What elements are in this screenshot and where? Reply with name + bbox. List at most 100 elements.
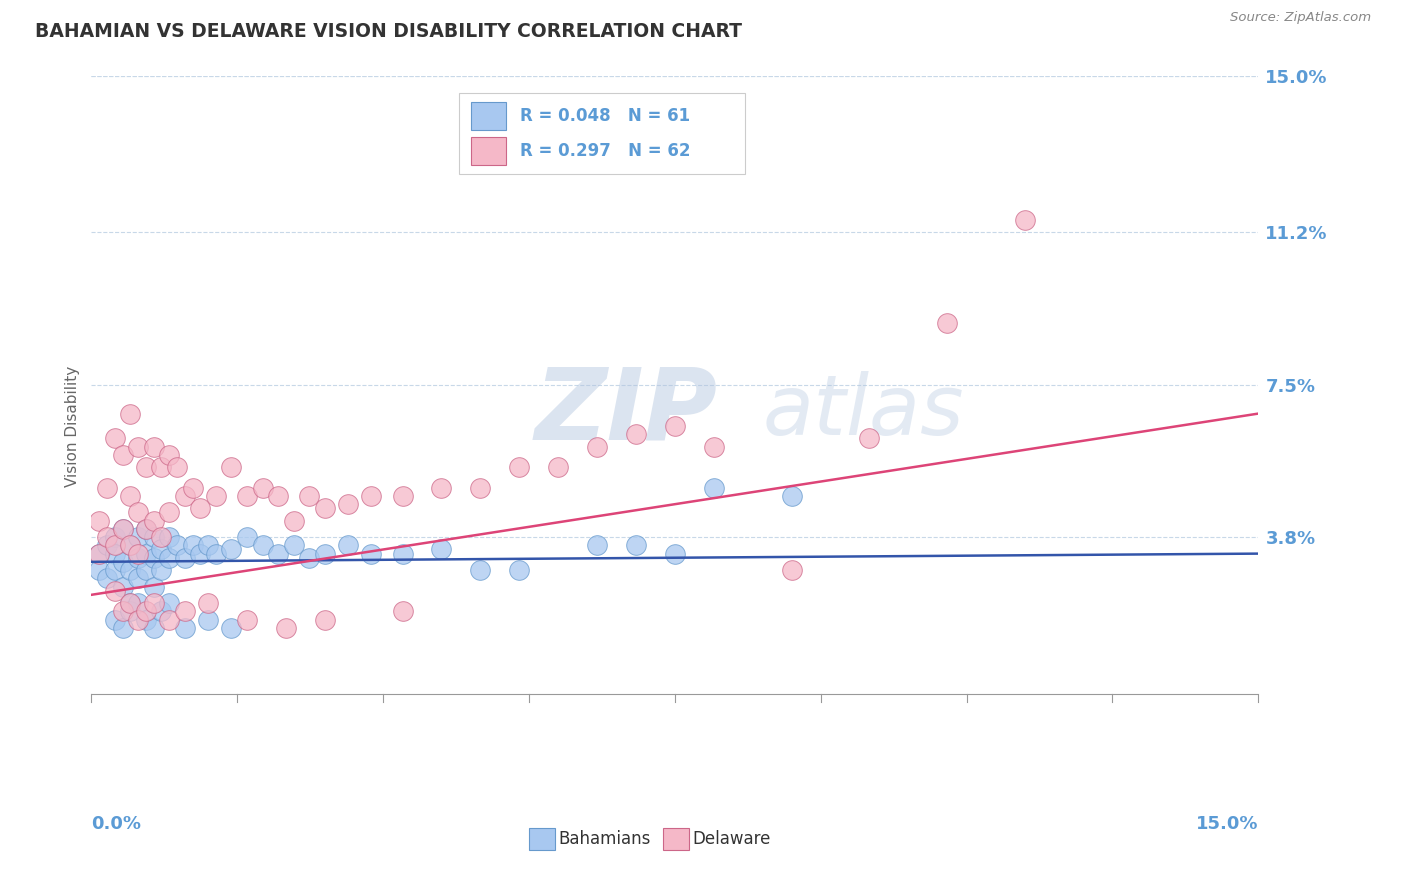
Text: Delaware: Delaware [692,830,770,848]
Point [111,555,134,569]
Text: Source: ZipAtlas.com: Source: ZipAtlas.com [1230,11,1371,24]
Point [135,563,157,577]
Point [314,547,336,561]
Point [150,604,173,618]
Y-axis label: Vision Disability: Vision Disability [65,366,80,486]
Point [104,538,127,552]
Point [96,538,118,552]
Point [470,481,492,495]
Point [135,460,157,475]
Text: R = 0.048   N = 61: R = 0.048 N = 61 [520,107,690,125]
Point [166,460,188,475]
Point [96,530,118,544]
FancyBboxPatch shape [471,102,506,129]
Text: 0.0%: 0.0% [91,814,142,832]
Point [197,613,219,627]
Point [236,613,259,627]
Text: ZIP: ZIP [534,363,718,460]
Point [197,596,219,610]
Point [624,427,647,442]
Point [173,550,195,565]
Point [96,481,118,495]
FancyBboxPatch shape [458,94,745,174]
Point [127,440,149,454]
Point [120,538,142,552]
Point [104,583,127,598]
Point [391,489,413,503]
Point [188,547,211,561]
Text: atlas: atlas [762,371,965,452]
Point [337,497,360,511]
Point [173,489,195,503]
Point [89,514,111,528]
Point [1014,213,1036,227]
Point [104,547,127,561]
Point [96,571,118,585]
Point [267,547,290,561]
Point [173,621,195,635]
Point [780,563,803,577]
Point [252,538,274,552]
Point [586,538,609,552]
Point [664,547,686,561]
Point [664,418,686,433]
Point [120,489,142,503]
Text: 15.0%: 15.0% [1197,814,1258,832]
Point [150,563,173,577]
Point [127,571,149,585]
Point [157,596,180,610]
Point [166,538,188,552]
Point [127,613,149,627]
Point [111,522,134,536]
Point [120,538,142,552]
Point [586,440,609,454]
Point [936,316,959,330]
FancyBboxPatch shape [664,828,689,850]
Point [127,550,149,565]
Point [104,613,127,627]
Point [181,481,204,495]
Point [89,563,111,577]
Point [127,547,149,561]
Point [314,613,336,627]
Text: Bahamians: Bahamians [558,830,651,848]
Point [120,596,142,610]
Point [314,501,336,516]
Point [135,547,157,561]
Point [703,440,725,454]
Point [283,538,305,552]
Point [197,538,219,552]
Point [111,604,134,618]
Point [157,613,180,627]
Point [142,440,165,454]
Point [252,481,274,495]
Point [703,481,725,495]
Text: R = 0.297   N = 62: R = 0.297 N = 62 [520,142,690,160]
Point [508,460,530,475]
Point [150,530,173,544]
Point [135,613,157,627]
Point [127,530,149,544]
Point [221,542,243,557]
Point [470,563,492,577]
Point [298,489,321,503]
Point [111,621,134,635]
Point [157,448,180,462]
Point [142,530,165,544]
Point [205,547,228,561]
Point [157,505,180,519]
Point [221,460,243,475]
Point [236,489,259,503]
Point [547,460,569,475]
Point [173,604,195,618]
Point [337,538,360,552]
Point [157,550,180,565]
Point [104,563,127,577]
Point [120,563,142,577]
Point [391,547,413,561]
Point [283,514,305,528]
Point [120,604,142,618]
Point [89,547,111,561]
Point [205,489,228,503]
Point [858,431,880,445]
